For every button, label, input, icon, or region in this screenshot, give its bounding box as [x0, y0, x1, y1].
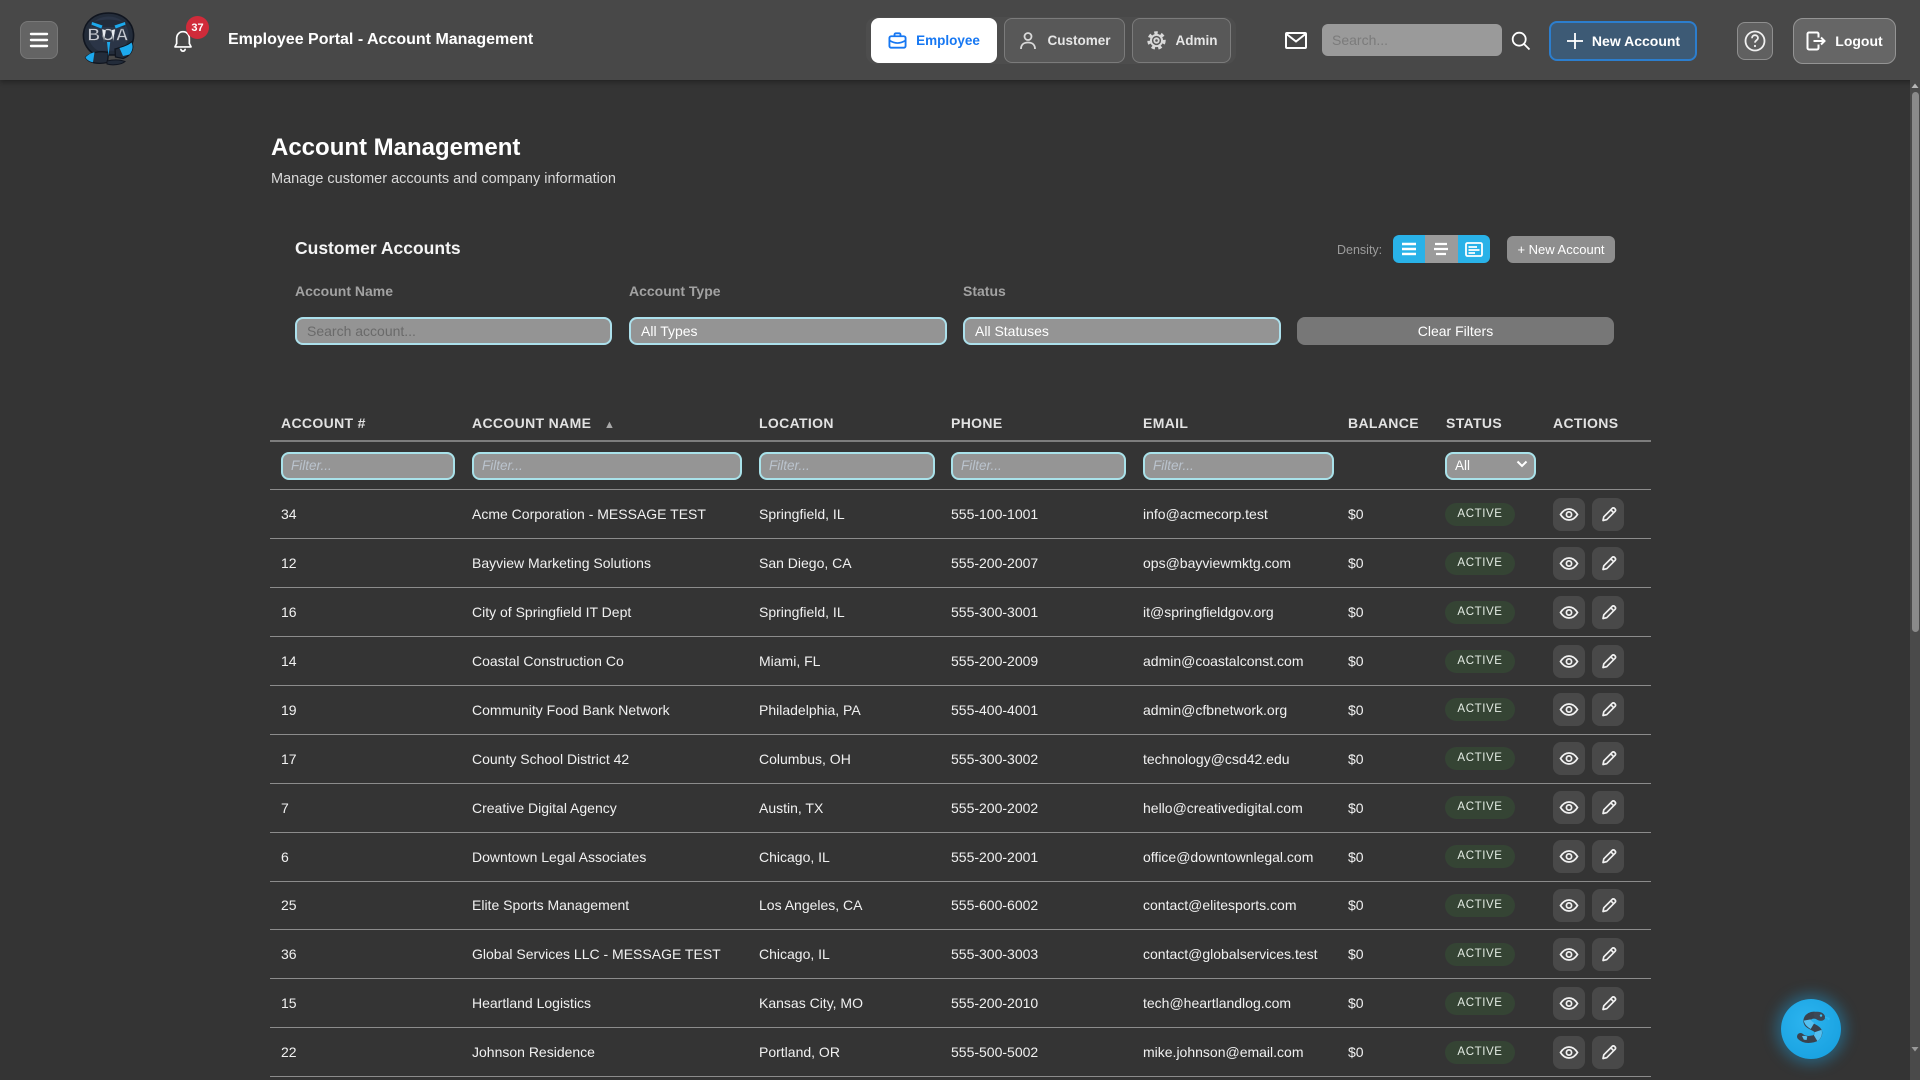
svg-text:BOA: BOA — [88, 25, 130, 45]
